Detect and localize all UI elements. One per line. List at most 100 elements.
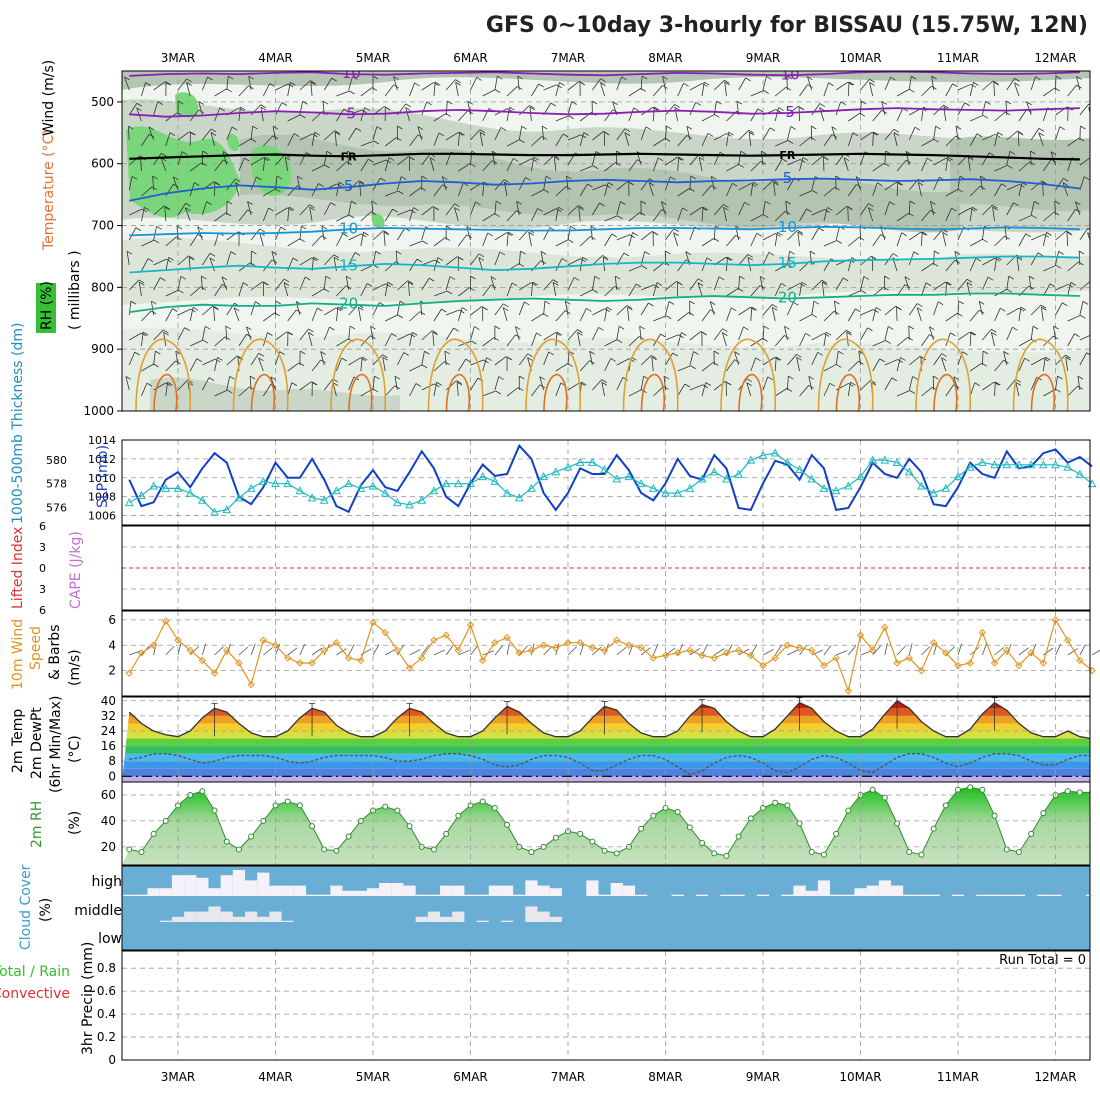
- wind-barb: [214, 159, 224, 172]
- rh-marker: [723, 852, 730, 859]
- wind-barb: [955, 126, 959, 141]
- wind-barb: [185, 207, 191, 222]
- wind-barb: [847, 184, 857, 197]
- wind-barb-flag: [330, 202, 336, 206]
- wind-barb-flag: [1012, 326, 1018, 331]
- wind-barb-flag: [287, 331, 294, 336]
- wind-barb: [518, 126, 523, 141]
- wind-barb-flag: [446, 290, 453, 295]
- wind-barb-flag: [723, 204, 729, 208]
- wind-barb-flag: [210, 132, 217, 136]
- wind-barb: [433, 113, 447, 122]
- wind-barb-flag: [455, 81, 461, 86]
- wind-barb: [904, 276, 910, 291]
- wind-barb: [359, 182, 362, 197]
- wind-barb: [835, 329, 847, 341]
- isotherm-label: FR: [341, 150, 358, 163]
- wind-barb: [1055, 302, 1063, 316]
- wind-barb-flag: [1049, 283, 1056, 288]
- wind-barb: [287, 309, 297, 322]
- wind10m-barb: [250, 643, 256, 656]
- temp-band: [122, 761, 1090, 769]
- wind-barb-flag: [945, 281, 951, 286]
- wind-barb-flag: [1082, 301, 1089, 305]
- wind-barb: [592, 184, 606, 191]
- wind10m-barb: [372, 644, 380, 656]
- rh-marker: [211, 807, 218, 814]
- wind-barb: [957, 176, 961, 191]
- thickness-marker: [1038, 460, 1048, 469]
- wind-barb-flag: [359, 181, 365, 186]
- wind-barb: [432, 332, 435, 347]
- wind-barb: [467, 101, 471, 116]
- wind-speed-marker: [759, 661, 767, 670]
- wind-barb: [653, 85, 663, 97]
- wind10m-panel: 246 10m Wind Speed & Barbs (m/s): [10, 610, 1100, 697]
- wind-barb-flag: [621, 76, 627, 81]
- wind-barb-flag: [599, 202, 605, 207]
- precip-tick-label: 0.2: [97, 1030, 116, 1044]
- wind-barb-flag: [823, 333, 830, 337]
- wind-barb-flag: [736, 100, 743, 105]
- wind-barb-flag: [711, 175, 717, 180]
- wind-barb-flag: [670, 176, 676, 181]
- cloud-units-label: (%): [38, 898, 54, 922]
- wind-barb: [893, 132, 898, 147]
- wind-barb-flag: [639, 325, 645, 330]
- wind-barb: [323, 130, 335, 141]
- wind-barb: [1053, 326, 1056, 341]
- wind-barb: [128, 351, 136, 366]
- wind-barb-flag: [761, 150, 767, 155]
- wind-barb-flag: [511, 282, 518, 287]
- wind-barb-flag: [701, 331, 708, 336]
- rh-marker: [333, 847, 340, 854]
- wind-barb-flag: [1015, 382, 1021, 386]
- wind-barb: [555, 239, 569, 247]
- wind-barb: [409, 240, 423, 247]
- wind-barb-flag: [759, 275, 766, 280]
- wind-barb: [555, 382, 562, 397]
- wind-barb: [721, 332, 727, 347]
- wind-barb-flag: [1025, 233, 1031, 238]
- wind-barb: [141, 134, 150, 147]
- wind-barb-flag: [577, 329, 583, 333]
- wind10m-barb: [275, 643, 281, 656]
- wind-barb: [640, 284, 655, 291]
- wind-barb: [1055, 178, 1064, 191]
- wind-barb: [421, 101, 428, 116]
- thickness-marker: [514, 493, 524, 502]
- wind-barb-flag: [739, 275, 745, 280]
- rh-marker: [942, 802, 949, 809]
- wind-barb-flag: [453, 327, 459, 332]
- wind-barb: [225, 326, 228, 341]
- wind-barb: [867, 207, 874, 222]
- wind-barb-flag: [867, 327, 873, 332]
- wind-barb: [177, 203, 186, 216]
- wind-barb-flag: [869, 78, 875, 83]
- wind-barb-flag: [302, 100, 308, 105]
- thickness-marker: [1075, 469, 1085, 478]
- wind-speed-marker: [332, 639, 341, 647]
- wind-barb: [482, 232, 489, 247]
- thickness-marker: [1026, 460, 1036, 469]
- precip-panel: 00.20.40.60.8 Run Total = 0 Total / Rain…: [0, 942, 1091, 1067]
- isotherm-label: 20: [778, 288, 797, 306]
- total-rain-label: Total / Rain: [0, 964, 70, 980]
- wind-barb: [409, 383, 417, 397]
- wind-barb: [457, 307, 463, 322]
- wind-barb-flag: [1034, 201, 1040, 205]
- wind-barb: [1042, 159, 1052, 172]
- wind-barb-flag: [934, 250, 940, 255]
- wind-barb-flag: [855, 308, 861, 313]
- cloud-bar-high: [1085, 894, 1099, 896]
- wind-barb-flag: [968, 156, 974, 161]
- wind-barb: [628, 159, 638, 172]
- wind-barb: [287, 362, 300, 372]
- wind-barb: [129, 332, 142, 341]
- wind-barb: [835, 226, 840, 241]
- wind-barb-flag: [292, 257, 299, 262]
- wind-barb-flag: [1032, 325, 1039, 330]
- wind-barb: [543, 279, 554, 291]
- wind-barb: [1018, 233, 1027, 247]
- thickness-marker: [1014, 460, 1024, 469]
